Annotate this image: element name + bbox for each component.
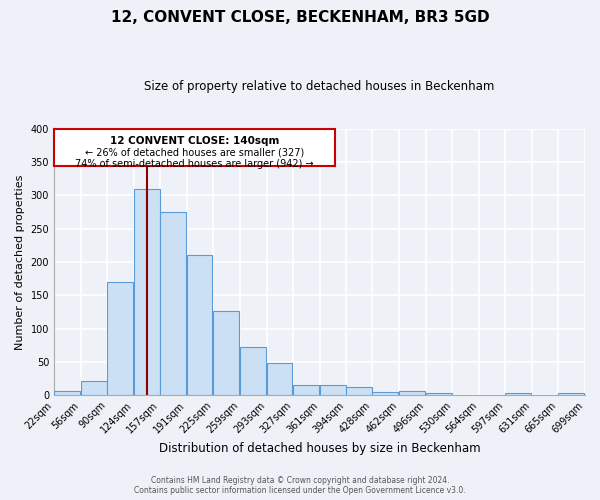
Bar: [187, 256, 212, 395]
X-axis label: Distribution of detached houses by size in Beckenham: Distribution of detached houses by size …: [159, 442, 481, 455]
Bar: [399, 390, 425, 395]
Bar: [373, 392, 398, 395]
Bar: [107, 282, 133, 395]
Bar: [426, 393, 452, 395]
Text: 12, CONVENT CLOSE, BECKENHAM, BR3 5GD: 12, CONVENT CLOSE, BECKENHAM, BR3 5GD: [110, 10, 490, 25]
Y-axis label: Number of detached properties: Number of detached properties: [15, 174, 25, 350]
Bar: [293, 384, 319, 395]
Bar: [81, 380, 107, 395]
Bar: [240, 346, 266, 395]
Text: Contains HM Land Registry data © Crown copyright and database right 2024.
Contai: Contains HM Land Registry data © Crown c…: [134, 476, 466, 495]
Bar: [213, 310, 239, 395]
Title: Size of property relative to detached houses in Beckenham: Size of property relative to detached ho…: [145, 80, 495, 93]
Bar: [266, 363, 292, 395]
Bar: [346, 386, 371, 395]
Bar: [320, 385, 346, 395]
Bar: [54, 390, 80, 395]
Bar: [160, 212, 186, 395]
Bar: [559, 393, 584, 395]
Bar: [505, 393, 531, 395]
Bar: [134, 189, 160, 395]
